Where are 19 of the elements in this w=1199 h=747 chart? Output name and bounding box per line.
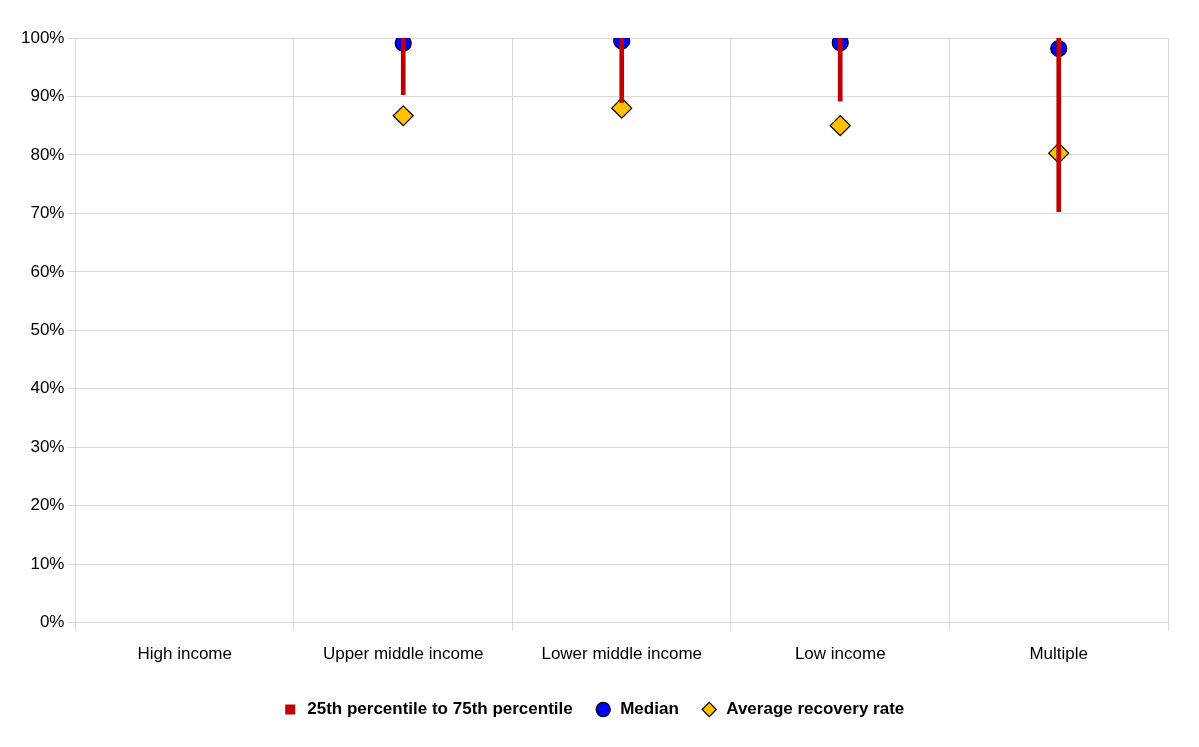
y-tick-label: 0% [39, 612, 65, 632]
legend-label: 25th percentile to 75th percentile [307, 699, 573, 719]
y-tick-label: 80% [30, 144, 65, 164]
y-tick-label: 90% [30, 86, 65, 106]
y-tick-label: 50% [30, 319, 65, 339]
y-tick-label: 100% [21, 27, 65, 47]
x-tick-label: Multiple [1029, 644, 1089, 664]
y-tick-label: 10% [30, 553, 65, 573]
y-tick-label: 20% [30, 495, 65, 515]
y-tick-label: 30% [30, 436, 65, 456]
x-tick-label: Lower middle income [541, 644, 703, 664]
y-tick-label: 60% [30, 261, 65, 281]
y-tick-label: 70% [30, 203, 65, 223]
legend-label: Median [620, 699, 679, 719]
x-tick-label: High income [137, 644, 232, 664]
legend-label: Average recovery rate [726, 699, 905, 719]
y-tick-label: 40% [30, 378, 65, 398]
x-tick-label: Low income [794, 644, 886, 664]
x-tick-label: Upper middle income [322, 644, 484, 664]
